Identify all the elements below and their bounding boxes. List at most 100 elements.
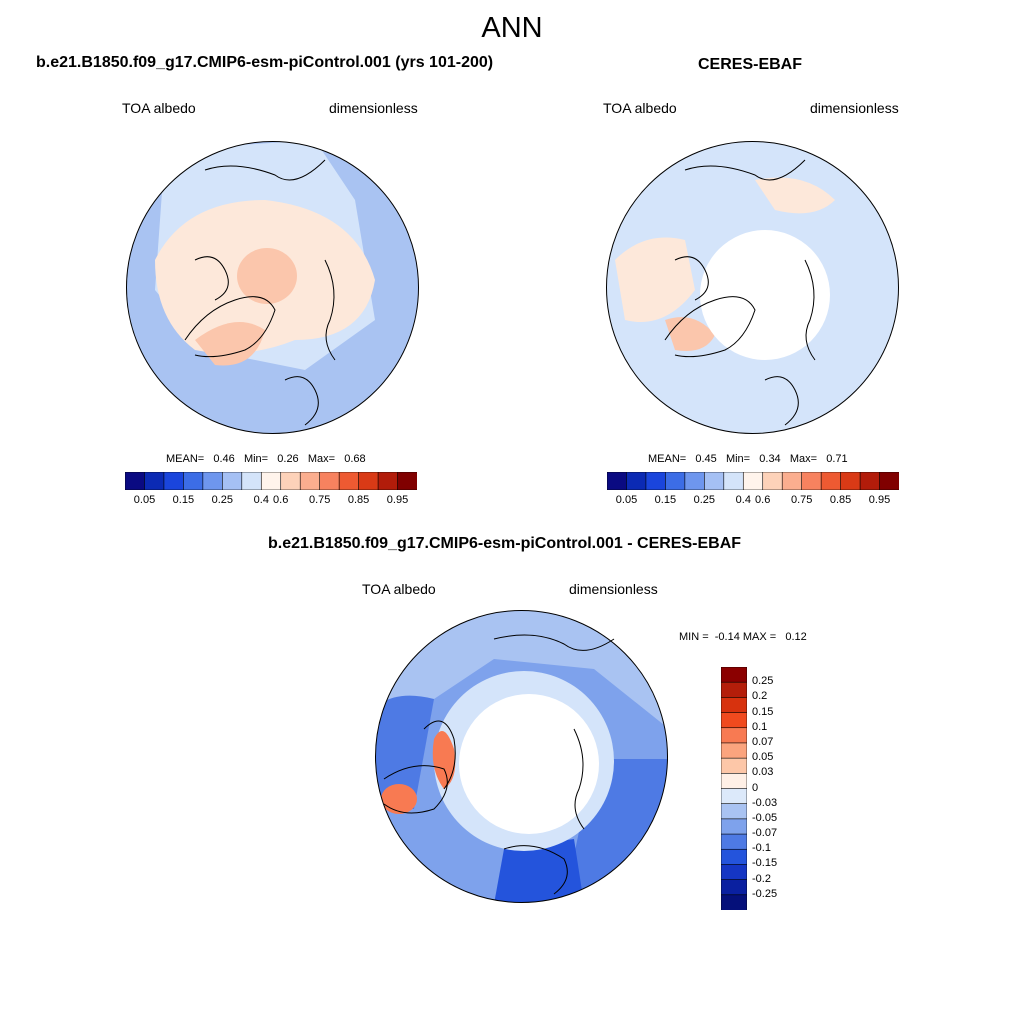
colorbar-2-swatch [645,472,667,490]
colorbar-3-swatch [721,818,747,835]
panel-1-greenland [195,322,265,366]
colorbar-3-tick-label: 0.2 [752,690,768,703]
colorbar-2-swatch [704,472,725,490]
panel-1-coastlines [184,159,336,426]
colorbar-2-tick-label: 0.25 [693,494,716,506]
panel-2-variable-label: TOA albedo [603,100,677,116]
colorbar-1-swatch [125,472,146,490]
colorbar-3-swatch [721,879,747,896]
colorbar-2-swatch [626,472,647,490]
panel-2-missing-data-region [700,230,830,360]
panel-3-units-label: dimensionless [569,581,658,597]
colorbar-1-swatch [319,472,340,490]
colorbar-2-tick-label: 0.6 [755,494,771,506]
colorbar-3-swatch [721,681,747,698]
panel-2-greenland [665,317,715,351]
colorbar-3-swatch [721,667,747,683]
panel-2-stats: MEAN= 0.45 Min= 0.34 Max= 0.71 [648,453,848,465]
colorbar-2-swatch [781,472,803,490]
colorbar-2-swatch [684,472,705,490]
panel-1-variable-label: TOA albedo [122,100,196,116]
panel-3-colorbar-labels: 0.25 0.2 0.15 0.1 0.07 0.05 0.03 0 -0.03 -0.05 -0.… [752,667,802,910]
panel-2-colorbar-labels: 0.05 0.15 0.25 0.4 0.6 0.75 0.85 0.95 [607,494,899,508]
colorbar-2-swatch [820,472,842,490]
colorbar-1-swatch [358,472,379,490]
panel-3-colorbar [721,667,747,910]
colorbar-2-tick-label: 0.85 [829,494,852,506]
colorbar-3-swatch [721,803,747,820]
colorbar-2-tick-label: 0.05 [615,494,638,506]
panel-2-colorbar [607,472,899,490]
colorbar-2-swatch [879,472,899,490]
colorbar-1-tick-label: 0.95 [386,494,409,506]
colorbar-2-tick-label: 0.4 [735,494,751,506]
colorbar-3-swatch [721,788,747,805]
colorbar-2-swatch [840,472,861,490]
colorbar-3-swatch [721,773,747,790]
panel-1-title: b.e21.B1850.f09_g17.CMIP6-esm-piControl.… [36,54,494,71]
colorbar-2-swatch [665,472,686,490]
colorbar-3-tick-label: 0.03 [752,766,774,779]
colorbar-3-swatch [721,894,747,910]
panel-3-polar-map [375,610,668,903]
colorbar-1-swatch [338,472,360,490]
panel-2-coastlines [664,159,816,426]
colorbar-3-tick-label: -0.05 [752,811,778,824]
colorbar-2-tick-label: 0.75 [790,494,813,506]
colorbar-3-swatch [721,727,747,744]
colorbar-1-tick-label: 0.4 [253,494,269,506]
panel-3-positive-anomaly-west [432,731,456,789]
colorbar-1-tick-label: 0.05 [133,494,156,506]
colorbar-3-tick-label: 0.25 [752,675,774,688]
colorbar-3-tick-label: -0.15 [752,857,778,870]
panel-3-title: b.e21.B1850.f09_g17.CMIP6-esm-piControl.… [268,535,742,552]
colorbar-3-swatch [721,757,747,774]
colorbar-1-swatch [202,472,223,490]
colorbar-1-swatch [299,472,321,490]
colorbar-2-swatch [801,472,822,490]
colorbar-2-swatch [859,472,881,490]
colorbar-3-swatch [721,848,747,866]
colorbar-1-swatch [260,472,282,490]
panel-3-stats: MIN = -0.14 MAX = 0.12 [679,631,807,643]
colorbar-3-tick-label: 0.05 [752,751,774,764]
panel-1-colorbar-labels: 0.05 0.15 0.25 0.4 0.6 0.75 0.85 0.95 [125,494,417,508]
panel-1-polar-map [126,141,419,434]
colorbar-1-tick-label: 0.85 [347,494,370,506]
colorbar-2-tick-label: 0.15 [654,494,677,506]
colorbar-3-tick-label: 0.15 [752,705,774,718]
colorbar-1-tick-label: 0.15 [172,494,195,506]
panel-1-high-albedo-core [237,248,297,304]
colorbar-2-swatch [742,472,764,490]
colorbar-3-tick-label: -0.25 [752,887,778,900]
colorbar-3-swatch [721,697,747,714]
panel-2-polar-map [606,141,899,434]
colorbar-1-swatch [222,472,243,490]
colorbar-1-tick-label: 0.75 [308,494,331,506]
colorbar-1-swatch [144,472,165,490]
colorbar-3-tick-label: -0.07 [752,827,778,840]
panel-1-units-label: dimensionless [329,100,418,116]
colorbar-2-swatch [723,472,744,490]
figure-title: ANN [481,12,543,44]
colorbar-1-swatch [163,472,185,490]
colorbar-3-swatch [721,833,747,850]
panel-1-colorbar [125,472,417,490]
panel-2-title: CERES-EBAF [698,56,803,73]
colorbar-1-swatch [377,472,399,490]
colorbar-3-swatch [721,712,747,729]
colorbar-3-tick-label: -0.1 [752,842,771,855]
panel-3-variable-label: TOA albedo [362,581,436,597]
colorbar-1-swatch [183,472,204,490]
colorbar-3-swatch [721,864,747,881]
colorbar-2-tick-label: 0.95 [868,494,891,506]
colorbar-1-tick-label: 0.6 [273,494,289,506]
colorbar-3-tick-label: 0 [752,781,759,794]
colorbar-3-tick-label: -0.2 [752,872,771,885]
panel-1-stats: MEAN= 0.46 Min= 0.26 Max= 0.68 [166,453,366,465]
colorbar-3-tick-label: -0.03 [752,796,778,809]
colorbar-2-swatch [607,472,628,490]
colorbar-1-swatch [241,472,262,490]
colorbar-3-tick-label: 0.1 [752,720,768,733]
colorbar-3-swatch [721,742,747,759]
